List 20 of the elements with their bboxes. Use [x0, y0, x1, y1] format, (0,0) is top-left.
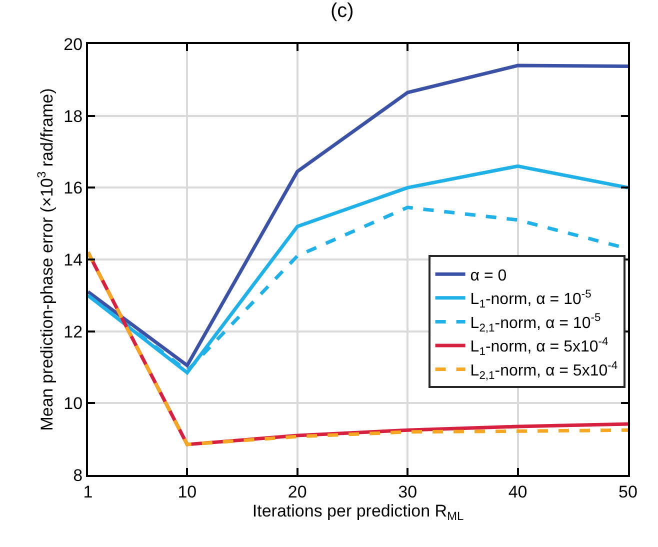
- y-tick-label: 18: [64, 106, 83, 126]
- legend-label: L$_{1}$-norm, α = 5x10$^{-4}$: [470, 336, 608, 358]
- y-tick-label: 16: [64, 178, 83, 198]
- legend-label: α = 0: [470, 267, 507, 284]
- y-tick-label: 8: [73, 466, 83, 485]
- chart-title: (c): [330, 0, 354, 22]
- x-tick-label: 20: [288, 482, 307, 502]
- x-tick-label: 40: [508, 482, 528, 502]
- x-tick-label: 10: [178, 482, 197, 502]
- legend-label: L$_{2,1}$-norm, α = 10$^{-5}$: [470, 312, 601, 334]
- x-tick-label: 1: [83, 482, 93, 502]
- legend-label: L$_{2,1}$-norm, α = 5x10$^{-4}$: [470, 360, 618, 382]
- legend-label: L$_{1}$-norm, α = 10$^{-5}$: [470, 288, 592, 310]
- x-tick-label: 30: [398, 482, 418, 502]
- y-tick-label: 12: [64, 322, 83, 342]
- y-tick-label: 20: [64, 34, 83, 54]
- x-tick-label: 50: [618, 482, 638, 502]
- y-tick-label: 10: [64, 394, 83, 414]
- x-axis-title: Iterations per prediction R$_{ML}$: [252, 501, 464, 523]
- y-tick-label: 14: [64, 250, 83, 270]
